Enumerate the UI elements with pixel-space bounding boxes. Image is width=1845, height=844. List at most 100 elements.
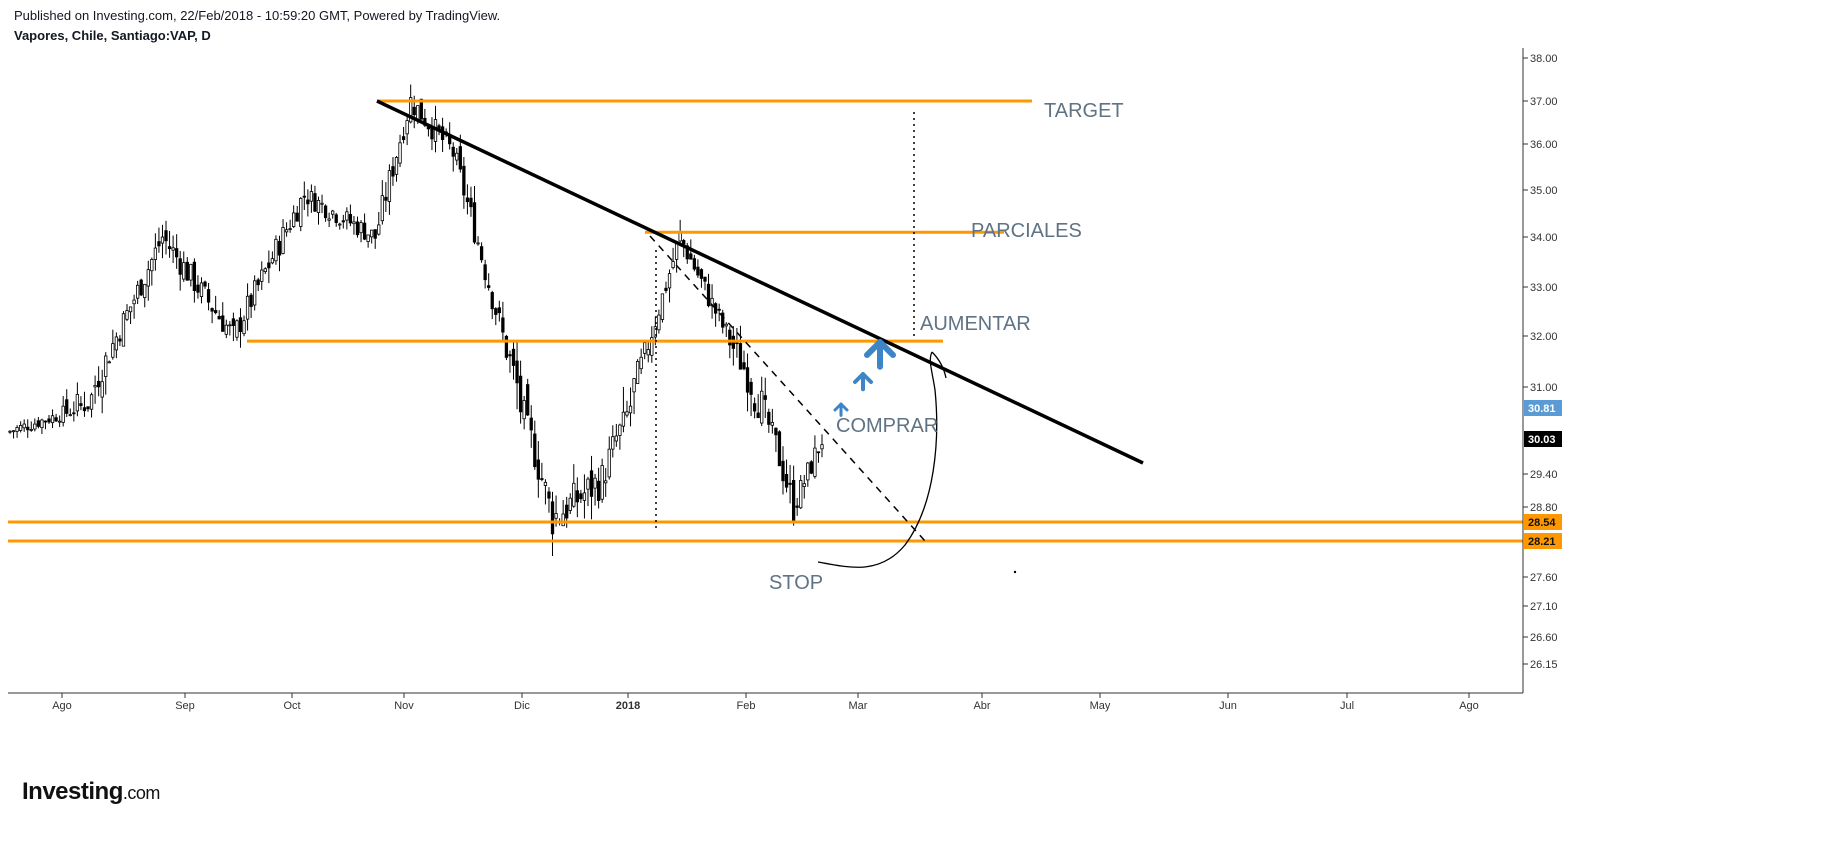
candle-body <box>359 222 363 234</box>
candle-body <box>419 98 423 120</box>
candle-body <box>238 317 243 333</box>
descending-trendline <box>376 99 1144 465</box>
candle-body <box>455 152 459 161</box>
candle-body <box>412 106 416 116</box>
candle-body <box>366 234 370 243</box>
candle-body <box>621 411 626 427</box>
published-caption: Published on Investing.com, 22/Feb/2018 … <box>14 8 501 23</box>
candle-body <box>352 221 356 225</box>
candle-body <box>543 481 548 486</box>
candle-body <box>752 403 757 412</box>
candle-body <box>653 326 657 338</box>
candle-body <box>497 307 501 314</box>
candle-body <box>664 287 668 292</box>
candle-body <box>50 415 55 424</box>
candle-body <box>185 261 189 281</box>
candle-body <box>15 427 19 432</box>
x-tick-label: Ago <box>1459 700 1479 712</box>
candle-body <box>86 406 90 410</box>
candle-body <box>501 317 505 333</box>
candle-body <box>245 295 250 320</box>
candle-body <box>47 418 51 423</box>
candle-body <box>469 197 473 208</box>
candle-body <box>157 241 161 247</box>
x-tick-label: Ago <box>52 700 72 712</box>
candle-body <box>791 480 796 522</box>
candle-body <box>33 423 37 430</box>
candle-body <box>65 399 69 414</box>
candle-body <box>380 195 384 222</box>
candle-body <box>189 263 193 281</box>
price-label-box <box>1524 514 1562 530</box>
y-tick-label: 33.00 <box>1530 282 1558 294</box>
candle-body <box>26 426 30 431</box>
candle-body <box>625 411 629 416</box>
candle-body <box>703 276 707 282</box>
candle-body <box>146 269 150 287</box>
candle-body <box>54 417 58 422</box>
candle-body <box>68 414 72 417</box>
y-tick-label: 27.10 <box>1530 601 1558 613</box>
candle-body <box>604 480 608 484</box>
x-tick-label: Sep <box>175 700 195 712</box>
candle-body <box>405 120 409 135</box>
candle-body <box>550 501 555 535</box>
candle-body <box>316 200 321 213</box>
y-tick-label: 32.00 <box>1530 331 1558 343</box>
candle-body <box>221 315 225 332</box>
candle-body <box>249 294 253 307</box>
annotations: TARGET PARCIALES AUMENTAR COMPRAR STOP <box>769 100 1124 594</box>
x-tick-label: Jul <box>1340 700 1354 712</box>
candle-body <box>536 459 540 480</box>
candle-body <box>717 308 721 311</box>
candle-body <box>781 460 785 482</box>
candle-body <box>43 420 48 423</box>
candle-body <box>472 202 477 243</box>
candle-body <box>451 146 455 157</box>
candle-body <box>203 281 207 287</box>
y-tick-label: 38.00 <box>1530 53 1558 65</box>
candle-body <box>270 258 275 264</box>
candle-body <box>724 323 728 327</box>
candle-body <box>618 424 622 436</box>
candle-body <box>394 157 399 175</box>
candle-body <box>153 247 158 260</box>
candle-body <box>143 283 147 299</box>
candle-body <box>760 390 764 424</box>
candle-body <box>253 280 257 306</box>
candle-body <box>362 222 367 240</box>
candle-body <box>182 262 186 280</box>
candle-body <box>674 243 679 260</box>
candle-body <box>682 240 686 245</box>
x-tick-label: Jun <box>1219 700 1237 712</box>
y-tick-label: 36.00 <box>1530 139 1558 151</box>
candle-body <box>579 493 583 500</box>
candle-body <box>132 299 136 305</box>
candle-body <box>742 362 746 370</box>
candle-body <box>816 451 821 454</box>
candle-body <box>632 378 636 393</box>
candle-body <box>384 196 388 201</box>
candle-body <box>667 273 672 289</box>
candle-body <box>806 462 810 481</box>
candle-body <box>235 320 239 338</box>
hand-drawn-curve <box>817 351 938 568</box>
price-label: 30.81 <box>1528 403 1556 415</box>
candle-body <box>128 306 133 313</box>
candle-body <box>288 228 292 231</box>
candle-body <box>175 248 179 258</box>
candle-body <box>100 381 104 398</box>
candle-body <box>373 229 377 239</box>
candle-body <box>802 483 806 487</box>
candle-body <box>706 283 711 307</box>
candle-body <box>476 242 480 245</box>
x-tick-label: 2018 <box>616 700 640 712</box>
candle-body <box>118 338 122 342</box>
candle-body <box>292 212 296 227</box>
y-tick-label: 28.80 <box>1530 502 1558 514</box>
candle-body <box>58 420 62 423</box>
candle-body <box>458 146 462 170</box>
candle-body <box>518 375 523 413</box>
candle-body <box>302 195 306 198</box>
